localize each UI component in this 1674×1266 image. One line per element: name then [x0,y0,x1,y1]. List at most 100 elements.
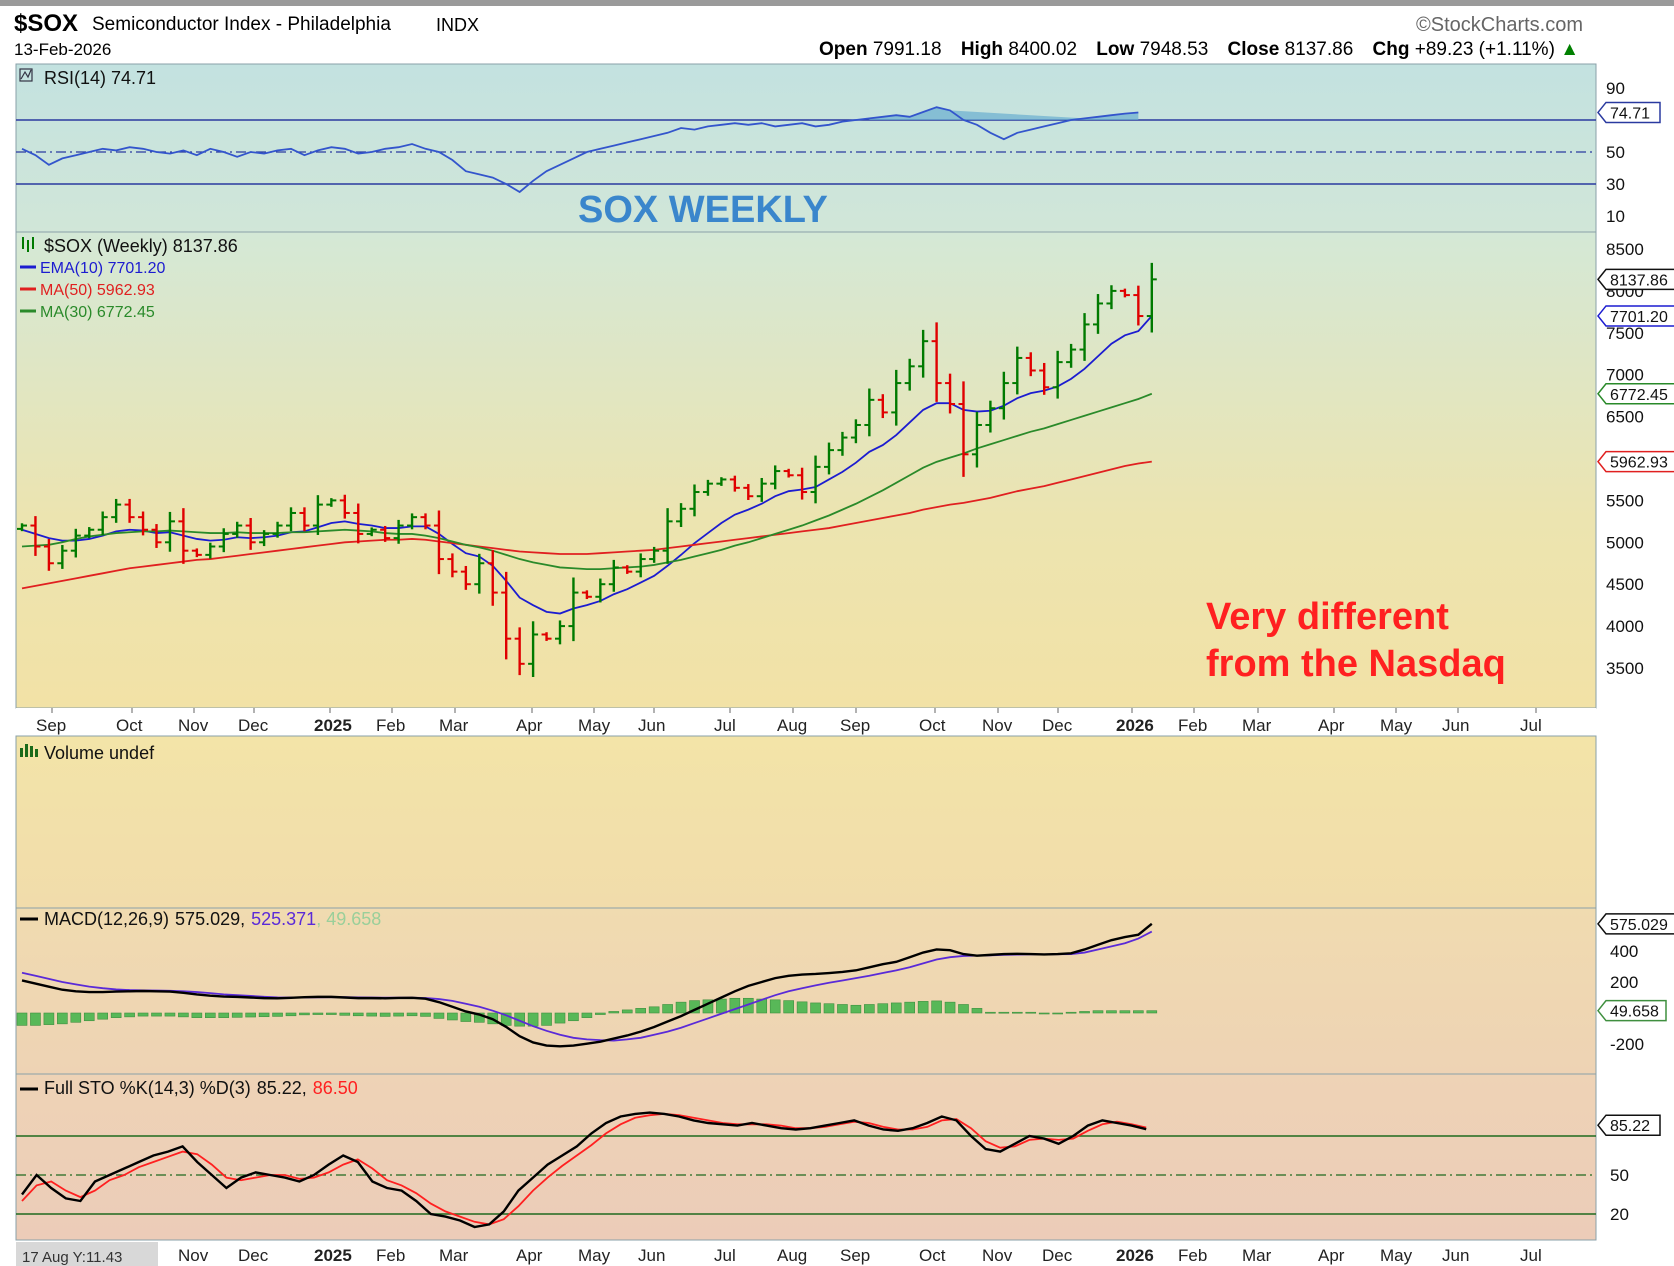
macd-signal-line [21,930,1153,1042]
macd-hist-bar-1 [30,1012,41,1026]
xtick-top-8: May [578,716,611,735]
xtick-bottom-2: 2025 [314,1246,352,1265]
macd-hist-bar-44 [608,1011,620,1014]
macd-legend-prefix: MACD(12,26,9) [44,909,169,929]
macd-hist-bar-26 [366,1012,378,1017]
low-value: 7948.53 [1139,39,1209,60]
macd-hist-bar-8 [124,1012,135,1018]
macd-hist-bar-56 [769,999,781,1014]
xtick-bottom-14: 2026 [1116,1246,1154,1265]
macd-hist-bar-57 [783,1000,794,1014]
macd-hist-bar-3 [57,1012,68,1025]
macd-hist-bar-77 [1052,1012,1063,1015]
xtick-top-17: Feb [1178,716,1207,735]
price-tick-8500: 8500 [1606,240,1644,259]
macd-hist-bar-68 [931,1000,942,1014]
ma50-last-value-box [1597,450,1674,473]
ma30-legend: MA(30) 6772.45 [40,304,155,321]
xtick-top-18: Mar [1242,716,1272,735]
price-tick-5000: 5000 [1606,533,1644,552]
macd-hist-bar-40 [554,1012,566,1024]
macd-hist-bar-49 [675,1001,687,1014]
ema10-last-value: 7701.20 [1610,309,1668,326]
rsi-tick-30: 30 [1606,175,1625,194]
rsi-panel [15,63,1597,233]
high-label: High [960,39,1004,60]
index-name: Semiconductor Index - Philadelphia [92,14,391,35]
xtick-bottom-18: May [1380,1246,1413,1265]
ma50-last-value: 5962.93 [1610,455,1668,472]
sto-tick-20: 20 [1610,1205,1629,1224]
rsi-last-value-box [1597,101,1661,124]
macd-tick-400: 400 [1610,942,1638,961]
macd-hist-bar-6 [97,1012,108,1020]
xtick-bottom-11: Oct [919,1246,946,1265]
macd-hist-last-value-box [1597,999,1667,1022]
macd-hist-bar-25 [352,1012,364,1017]
xtick-top-15: Dec [1042,716,1073,735]
xtick-bottom-20: Jul [1520,1246,1542,1265]
macd-hist-bar-48 [662,1004,673,1014]
ohlc-readout: Open 7991.18 High 8400.02 Low 7948.53 Cl… [819,39,1579,61]
macd-hist-bar-0 [16,1012,28,1026]
price-tick-7500: 7500 [1606,324,1644,343]
macd-hist-bar-43 [595,1012,606,1015]
stockcharts-credit[interactable]: ©StockCharts.com [1416,14,1584,36]
xtick-top-14: Nov [982,716,1013,735]
macd-hist-bar-23 [326,1012,337,1015]
macd-hist-bar-13 [191,1012,203,1018]
xtick-top-4: 2025 [314,716,352,735]
ma30-last-value-box [1597,383,1674,405]
sto-last-value-box [1597,1114,1661,1136]
macd-hist-bar-81 [1106,1010,1117,1014]
price-last-value-box [1597,268,1674,291]
sto-legend: Full STO %K(14,3) %D(3) 85.22, 86.50 [44,1078,358,1098]
price-tick-3500: 3500 [1606,659,1644,678]
macd-hist-bar-60 [823,1003,835,1014]
macd-hist-bar-4 [70,1012,82,1023]
xtick-top-3: Dec [238,716,269,735]
xtick-top-1: Oct [116,716,143,735]
exchange: INDX [436,15,480,35]
macd-hist-bar-41 [568,1012,579,1022]
high-value: 8400.02 [1008,39,1078,60]
macd-legend-signal: 525.371 [251,909,316,929]
xtick-bottom-17: Apr [1318,1246,1345,1265]
rsi-overbought-fill [869,107,1139,120]
macd-hist-bar-34 [473,1012,485,1023]
close-value: 8137.86 [1284,39,1354,60]
macd-hist-bar-75 [1025,1011,1037,1014]
price-tick-4000: 4000 [1606,617,1644,636]
sto-legend-d: 86.50 [313,1078,358,1098]
macd-hist-bar-33 [460,1012,472,1022]
macd-hist-bar-59 [810,1002,821,1014]
close-label: Close [1227,39,1280,60]
macd-hist-bar-27 [379,1012,391,1017]
price-last-value: 8137.86 [1610,272,1668,289]
macd-hist-bar-16 [231,1012,243,1018]
volume-panel [15,735,1597,909]
crosshair-readout: 17 Aug Y:11.43 [22,1249,122,1266]
macd-hist-bar-10 [151,1012,162,1017]
rsi-tick-50: 50 [1606,143,1625,162]
sto-panel [15,1073,1597,1241]
xtick-bottom-15: Feb [1178,1246,1207,1265]
xtick-top-13: Oct [919,716,946,735]
xtick-bottom-5: Apr [516,1246,543,1265]
rsi-line [21,106,1139,194]
xtick-top-21: Jun [1442,716,1469,735]
price-tick-6500: 6500 [1606,408,1644,427]
xtick-bottom-16: Mar [1242,1246,1272,1265]
macd-hist-bar-78 [1065,1011,1077,1014]
macd-legend-hist: , 49.658 [316,909,381,929]
macd-hist-bar-73 [998,1011,1010,1014]
xtick-bottom-7: Jun [638,1246,665,1265]
ema10-legend: EMA(10) 7701.20 [40,260,166,277]
sto-tick-50: 50 [1610,1166,1629,1185]
ema10-last-value-box [1597,305,1674,327]
chart-date: 13-Feb-2026 [14,40,112,59]
macd-hist-bar-22 [312,1012,324,1015]
macd-hist-bar-31 [433,1012,445,1019]
macd-hist-bar-74 [1011,1011,1023,1014]
